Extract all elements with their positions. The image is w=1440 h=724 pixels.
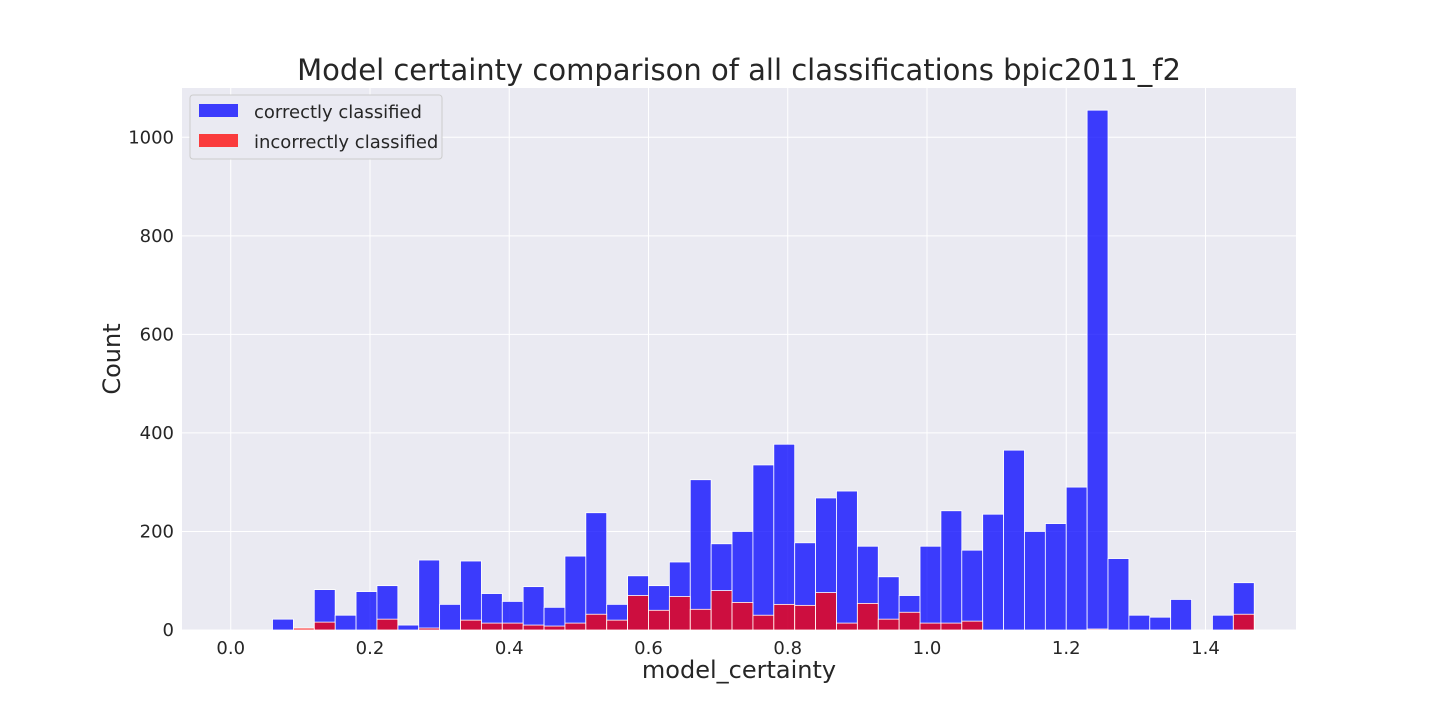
- bar-incorrectly-classified: [292, 627, 315, 631]
- bar-correctly-classified: [460, 560, 482, 631]
- bar-correctly-classified: [564, 555, 587, 631]
- x-tick-label: 0.8: [773, 638, 802, 659]
- x-tick-label: 1.0: [913, 638, 942, 659]
- bar-correctly-classified: [522, 586, 545, 631]
- bar-correctly-classified: [334, 614, 357, 631]
- bar-correctly-classified: [1170, 599, 1192, 631]
- bar-incorrectly-classified: [543, 625, 566, 631]
- bar-correctly-classified: [1044, 523, 1067, 631]
- bar-incorrectly-classified: [627, 595, 649, 631]
- bar-incorrectly-classified: [794, 604, 816, 631]
- bar-correctly-classified: [1024, 531, 1046, 631]
- bar-incorrectly-classified: [1232, 613, 1255, 631]
- bar-incorrectly-classified: [856, 602, 879, 631]
- x-tick-label: 0.2: [356, 638, 385, 659]
- bar-incorrectly-classified: [313, 621, 336, 631]
- legend-label-correctly-classified: correctly classified: [254, 102, 422, 123]
- bar-correctly-classified: [397, 624, 420, 631]
- bar-correctly-classified: [1086, 109, 1109, 631]
- bar-incorrectly-classified: [1086, 628, 1109, 631]
- bar-incorrectly-classified: [522, 624, 545, 631]
- bar-incorrectly-classified: [961, 620, 984, 631]
- bar-incorrectly-classified: [418, 627, 441, 631]
- x-tick-label: 1.4: [1191, 638, 1220, 659]
- bar-correctly-classified: [1107, 558, 1130, 631]
- bar-correctly-classified: [836, 490, 858, 631]
- bar-correctly-classified: [439, 603, 461, 631]
- x-tick-labels: 0.0 0.2 0.4 0.6 0.8 1.0 1.2 1.4: [216, 638, 1219, 659]
- bar-correctly-classified: [1003, 449, 1025, 631]
- y-tick-labels: 0 200 400 600 800 1000: [128, 127, 174, 641]
- bar-correctly-classified: [585, 512, 608, 631]
- bar-incorrectly-classified: [501, 622, 524, 631]
- x-tick-label: 1.2: [1052, 638, 1081, 659]
- bar-incorrectly-classified: [919, 622, 942, 631]
- bar-incorrectly-classified: [376, 618, 399, 631]
- bar-correctly-classified: [418, 559, 441, 631]
- y-tick-label: 0: [163, 620, 174, 641]
- bars-incorrectly-classified: [292, 590, 1255, 631]
- bar-incorrectly-classified: [731, 602, 754, 631]
- y-tick-label: 1000: [128, 127, 174, 148]
- y-tick-label: 400: [140, 423, 174, 444]
- bar-correctly-classified: [982, 513, 1004, 631]
- bar-incorrectly-classified: [606, 619, 629, 631]
- bar-correctly-classified: [1065, 486, 1088, 631]
- bar-correctly-classified: [355, 591, 378, 631]
- x-axis-label: model_certainty: [642, 656, 836, 684]
- bar-incorrectly-classified: [668, 596, 691, 631]
- bar-incorrectly-classified: [877, 618, 900, 631]
- legend-swatch-correctly-classified: [199, 104, 238, 117]
- bar-incorrectly-classified: [773, 603, 796, 631]
- bar-correctly-classified: [752, 464, 775, 631]
- y-axis-label: Count: [98, 323, 126, 394]
- bar-correctly-classified: [773, 443, 796, 631]
- bar-incorrectly-classified: [689, 608, 712, 631]
- bar-correctly-classified: [940, 510, 963, 631]
- bar-correctly-classified: [919, 545, 942, 631]
- legend: correctly classified incorrectly classif…: [189, 94, 443, 160]
- y-tick-label: 800: [140, 226, 174, 247]
- legend-frame: [189, 94, 443, 160]
- y-tick-label: 600: [140, 324, 174, 345]
- bars-correctly-classified: [272, 109, 1255, 631]
- x-tick-label: 0.0: [216, 638, 245, 659]
- bar-incorrectly-classified: [648, 609, 670, 631]
- bar-correctly-classified: [1128, 614, 1151, 631]
- x-tick-label: 0.6: [634, 638, 663, 659]
- bar-incorrectly-classified: [460, 619, 482, 631]
- legend-label-incorrectly-classified: incorrectly classified: [254, 132, 438, 153]
- bar-correctly-classified: [1212, 614, 1234, 631]
- bar-incorrectly-classified: [815, 592, 837, 631]
- bar-incorrectly-classified: [480, 622, 503, 631]
- bar-correctly-classified: [689, 479, 712, 631]
- y-tick-label: 200: [140, 521, 174, 542]
- bar-correctly-classified: [1149, 616, 1172, 631]
- bar-incorrectly-classified: [710, 590, 733, 631]
- bar-incorrectly-classified: [752, 614, 775, 631]
- chart-title: Model certainty comparison of all classi…: [297, 53, 1181, 87]
- bar-correctly-classified: [272, 618, 294, 631]
- bar-correctly-classified: [961, 549, 984, 631]
- legend-swatch-incorrectly-classified: [199, 134, 238, 147]
- bar-incorrectly-classified: [940, 622, 963, 631]
- bar-incorrectly-classified: [898, 611, 921, 631]
- bar-incorrectly-classified: [836, 622, 858, 631]
- bar-incorrectly-classified: [585, 613, 608, 631]
- x-tick-label: 0.4: [495, 638, 524, 659]
- bar-incorrectly-classified: [564, 622, 587, 631]
